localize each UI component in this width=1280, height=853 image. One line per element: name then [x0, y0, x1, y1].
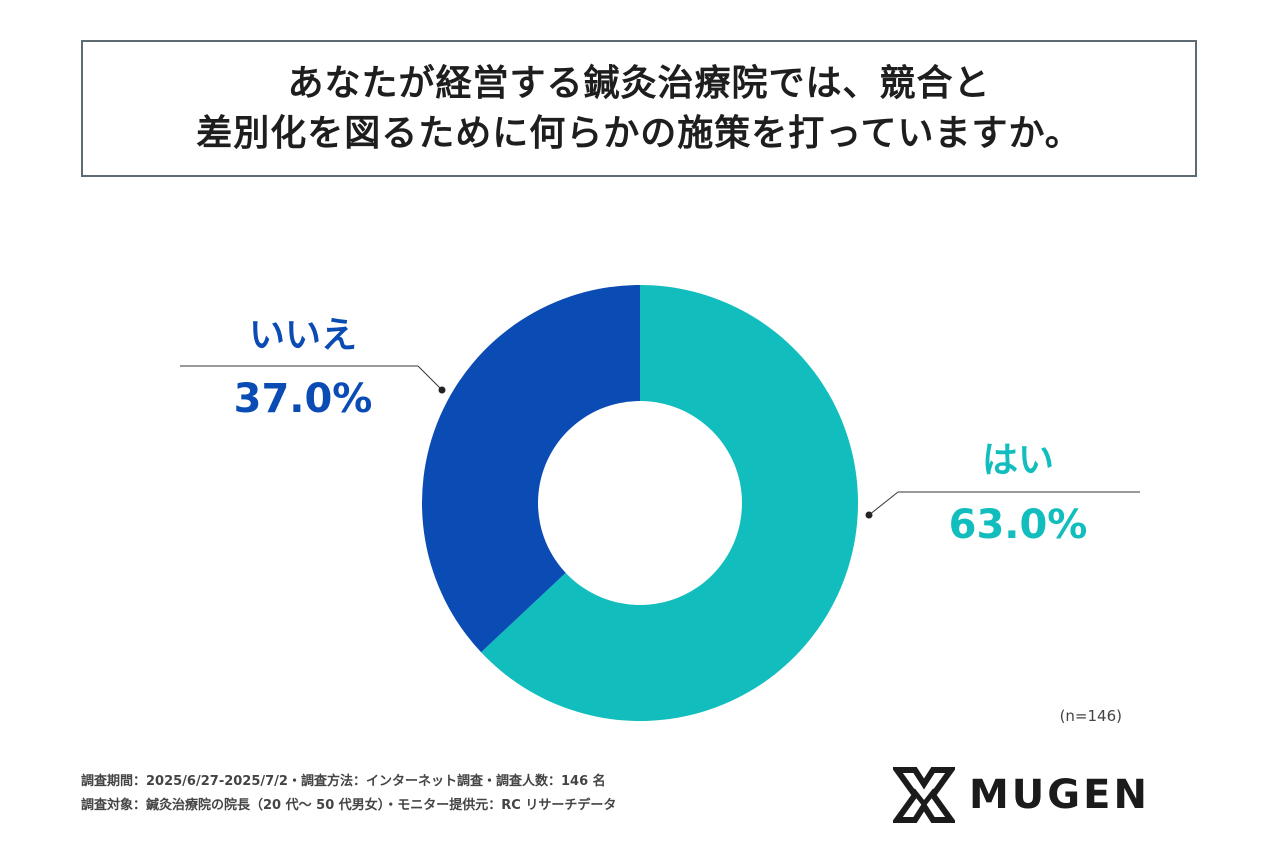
leader-line-no-diag: [417, 365, 443, 391]
slice-value-yes: 63.0%: [949, 502, 1088, 548]
sample-size: (n=146): [1060, 707, 1122, 725]
leader-dot-no: [438, 386, 446, 394]
donut-hole: [538, 401, 742, 605]
slice-value-no: 37.0%: [234, 376, 373, 422]
footer-line-2: 調査対象：鍼灸治療院の院長（20 代～ 50 代男女）・モニター提供元：RC リ…: [81, 798, 617, 813]
title-line-2: 差別化を図るために何らかの施策を打っていますか。: [196, 112, 1082, 154]
title-box: あなたが経営する鍼灸治療院では、競合と 差別化を図るために何らかの施策を打ってい…: [81, 40, 1197, 177]
slice-label-no: いいえ: [249, 315, 357, 356]
mugen-x-logo-icon: [893, 767, 955, 823]
slice-no: [422, 285, 640, 653]
logo-text: MUGEN: [969, 772, 1150, 818]
mugen-logo: MUGEN: [893, 762, 1203, 828]
title-line-1: あなたが経営する鍼灸治療院では、競合と: [287, 62, 991, 104]
footer-line-1: 調査期間：2025/6/27-2025/7/2・調査方法：インターネット調査・調…: [81, 774, 606, 789]
leader-line-yes-diag: [868, 491, 899, 516]
survey-footer: 調査期間：2025/6/27-2025/7/2・調査方法：インターネット調査・調…: [81, 770, 616, 818]
slice-label-yes: はい: [982, 440, 1054, 481]
